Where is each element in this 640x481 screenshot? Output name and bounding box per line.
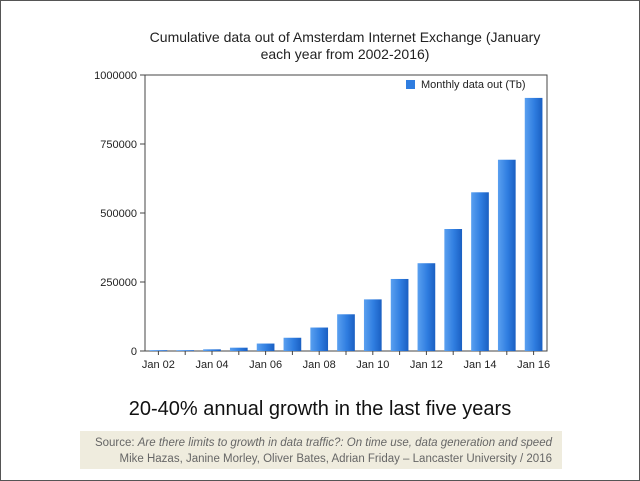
bar [203,349,221,351]
source-prefix: Source: [94,437,138,449]
source-citation: Source: Are there limits to growth in da… [80,431,562,469]
legend-swatch [406,80,415,89]
chart-title-line-2: each year from 2002-2016) [260,46,430,62]
x-tick-label: Jan 10 [356,359,389,371]
bar [176,350,195,351]
bar [229,347,248,351]
bar [256,343,275,351]
x-tick-label: Jan 02 [142,359,175,371]
bar [497,159,516,351]
x-tick-label: Jan 14 [463,359,496,371]
bar [390,278,409,351]
y-tick-label: 1000000 [94,70,137,82]
x-tick-label: Jan 16 [517,359,550,371]
bar [471,192,489,351]
x-tick-label: Jan 06 [249,359,282,371]
bar [444,229,463,351]
bar [363,299,382,351]
bar [310,327,329,351]
chart-title: Cumulative data out of Amsterdam Interne… [135,29,555,63]
y-tick-label: 250000 [100,277,137,289]
bar [524,97,543,352]
y-tick-label: 500000 [100,208,137,220]
y-tick-label: 750000 [100,139,137,151]
legend-label: Monthly data out (Tb) [421,79,526,91]
bars [149,97,543,352]
bar [337,314,355,351]
x-tick-label: Jan 12 [410,359,443,371]
chart-title-line-1: Cumulative data out of Amsterdam Interne… [149,29,541,45]
x-axis: Jan 02 Jan 04 Jan 06 Jan 08 Jan 10 Jan 12 Jan … [142,351,550,371]
source-title: Are there limits to growth in data traff… [137,437,552,449]
y-axis: 0 250000 500000 750000 1000000 [94,70,145,358]
x-tick-label: Jan 08 [303,359,336,371]
source-authors: Mike Hazas, Janine Morley, Oliver Bates,… [119,453,553,465]
source-line-1: Source: Are there limits to growth in da… [86,435,552,451]
y-tick-label: 0 [131,346,137,358]
legend: Monthly data out (Tb) [406,79,526,91]
slide-subtitle: 20-40% annual growth in the last five ye… [128,398,512,420]
bar [417,263,436,351]
x-tick-label: Jan 04 [195,359,228,371]
bar [283,337,302,351]
bar [149,350,168,351]
